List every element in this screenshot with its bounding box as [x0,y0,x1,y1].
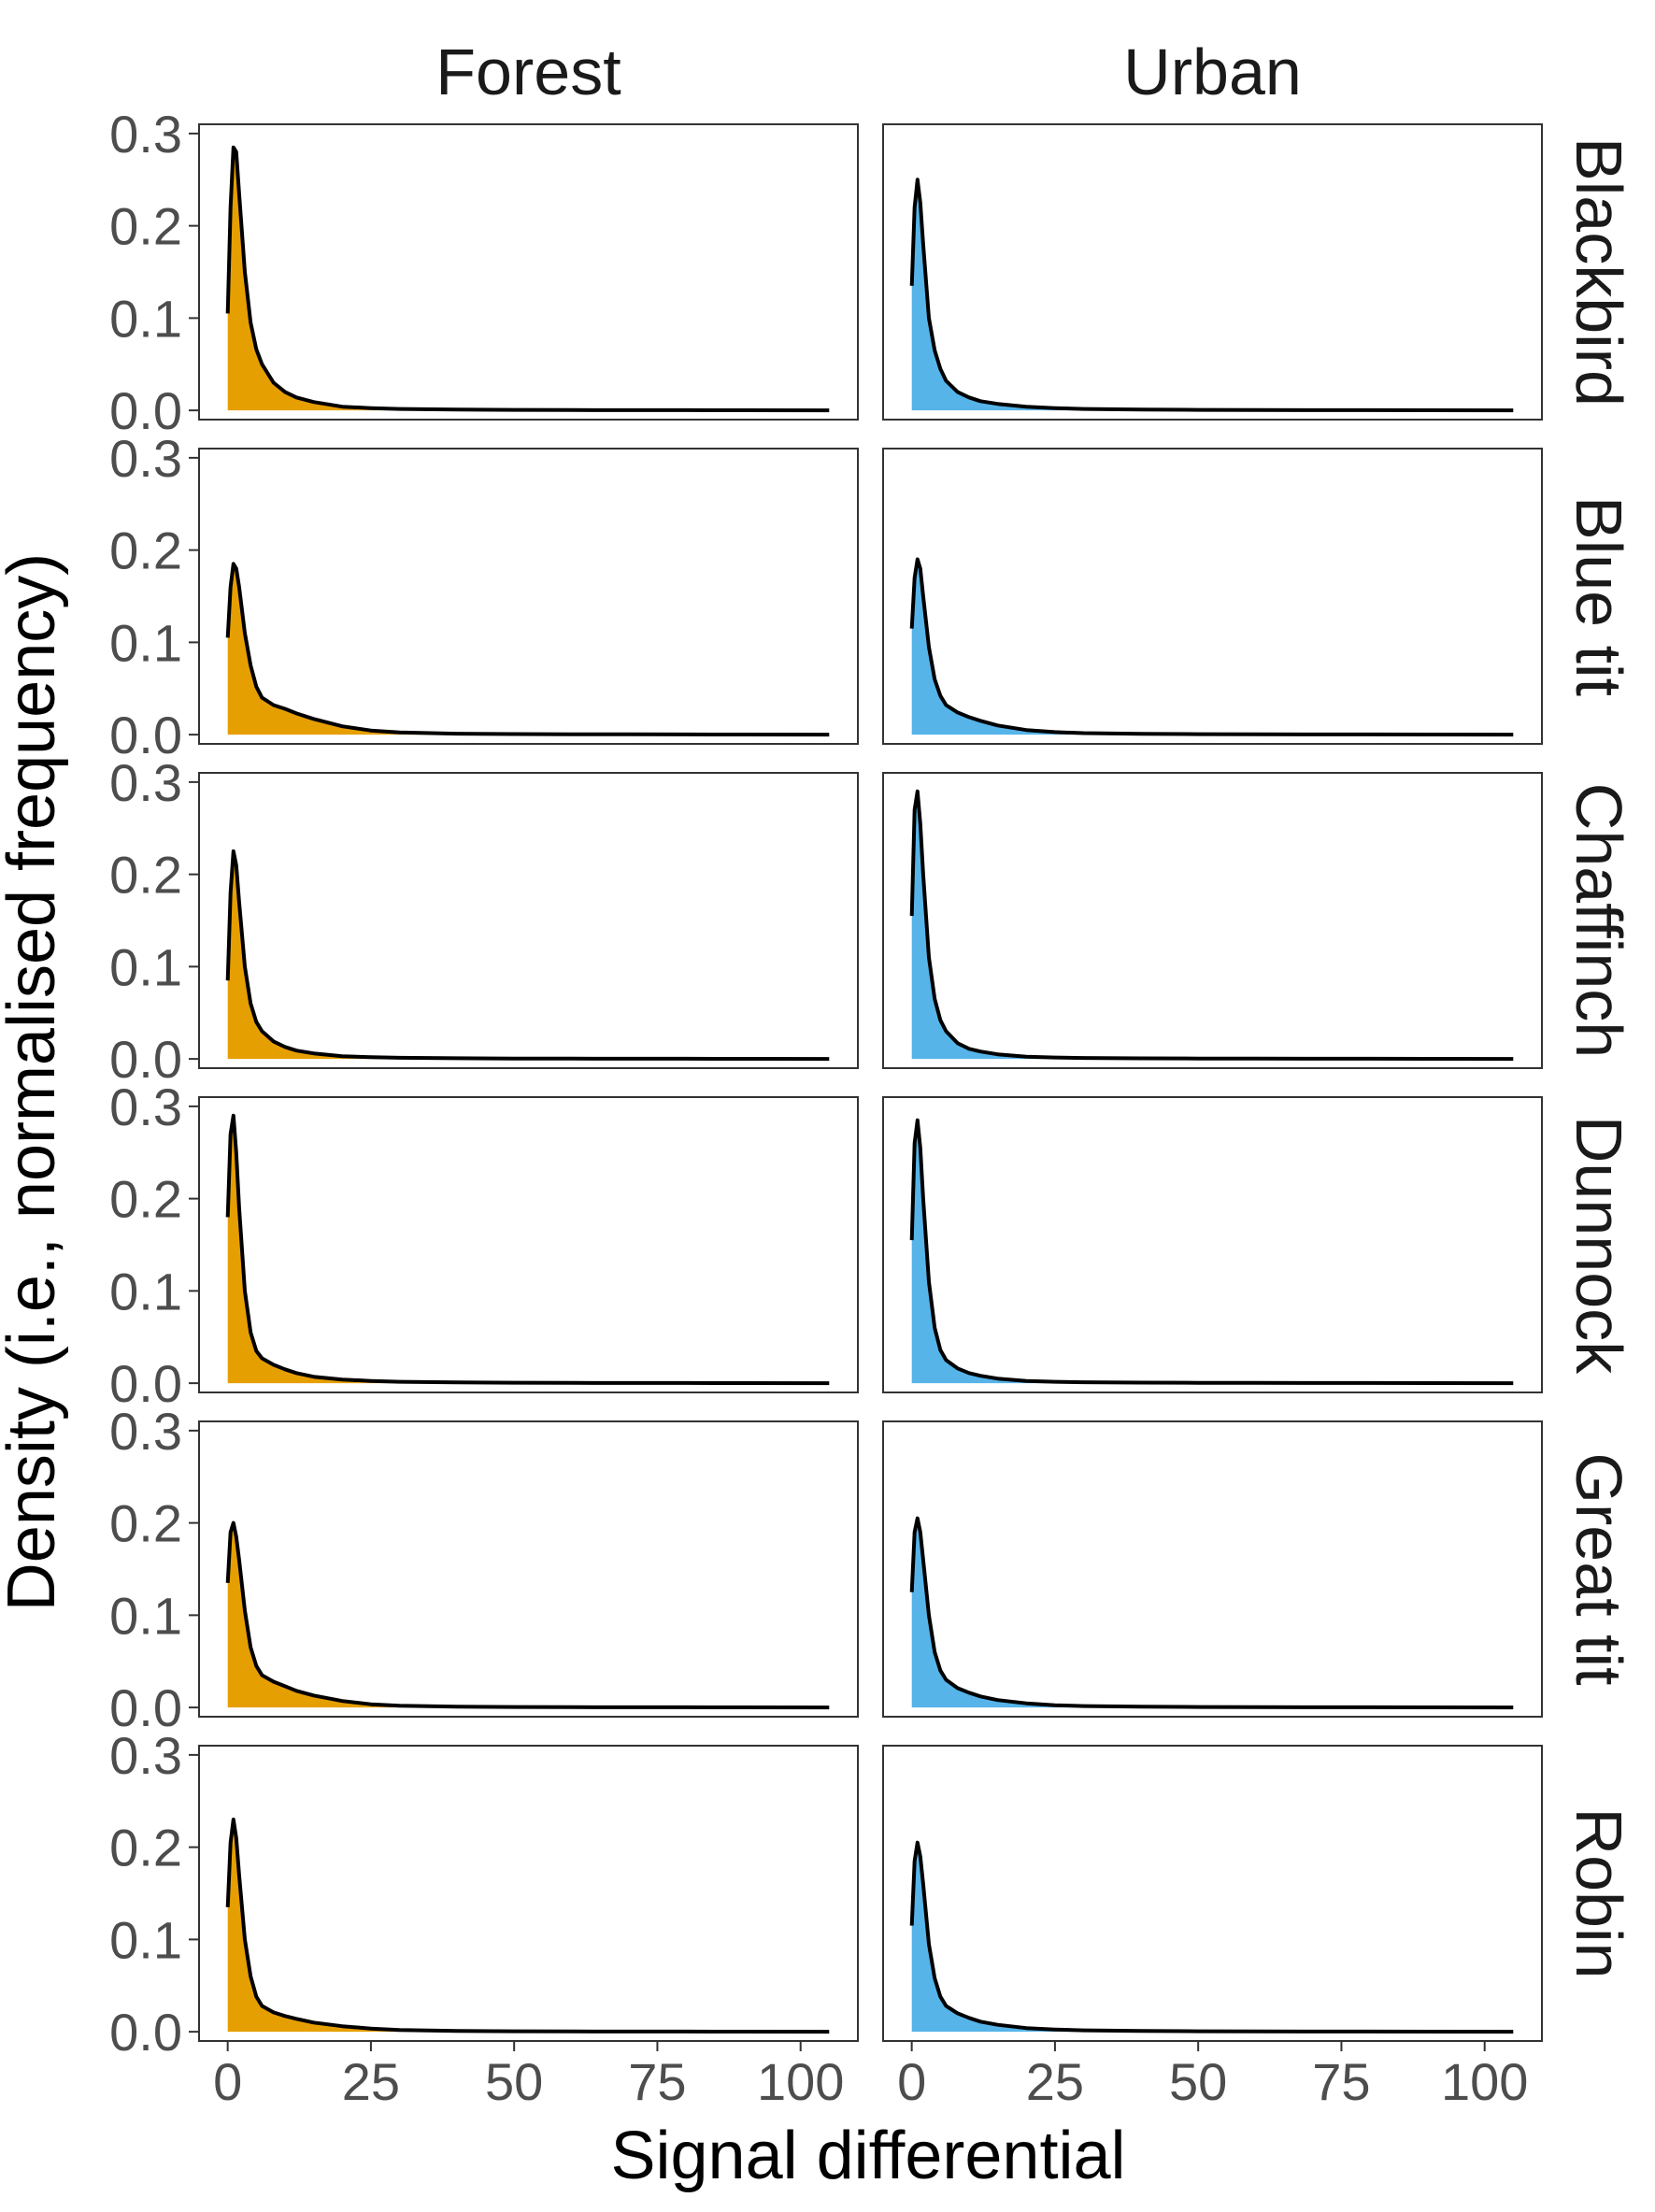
y-tick-label-robin-1: 0.1 [109,1910,182,1969]
x-tick-label-urban-4: 100 [1441,2052,1528,2111]
y-tick-label-chaffinch-3: 0.3 [109,753,182,812]
y-tick-label-blackbird-0: 0.0 [109,381,182,440]
y-tick-label-robin-0: 0.0 [109,2003,182,2062]
y-tick-label-great-tit-1: 0.1 [109,1586,182,1645]
panel-border-blue-tit-urban [882,448,1543,745]
density-line-blackbird-forest [225,145,830,413]
x-tick-label-forest-0: 0 [213,2052,242,2111]
facet-row-label-chaffinch: Chaffinch [1562,783,1635,1058]
y-tick-label-robin-3: 0.3 [109,1726,182,1785]
y-tick-label-blackbird-3: 0.3 [109,105,182,164]
y-tick-label-dunnock-3: 0.3 [109,1077,182,1136]
panel-border-chaffinch-forest [198,772,859,1069]
y-tick-label-great-tit-2: 0.2 [109,1494,182,1553]
panel-border-great-tit-forest [198,1420,859,1718]
y-tick-label-blue-tit-3: 0.3 [109,429,182,488]
density-line-great-tit-forest [225,1520,830,1710]
y-tick-label-robin-2: 0.2 [109,1819,182,1877]
density-line-robin-forest [225,1818,830,2034]
density-line-robin-urban [909,1840,1514,2034]
x-tick-label-urban-2: 50 [1169,2052,1227,2111]
x-axis-title: Signal differential [610,2119,1125,2193]
y-axis-title: Density (i.e., normalised frequency) [0,553,69,1611]
x-tick-label-urban-1: 25 [1026,2052,1084,2111]
panel-border-blackbird-forest [198,123,859,421]
density-line-dunnock-forest [225,1113,830,1386]
density-line-dunnock-urban [909,1118,1514,1386]
panel-border-robin-forest [198,1745,859,2042]
x-tick-label-urban-0: 0 [897,2052,926,2111]
y-tick-label-blue-tit-2: 0.2 [109,521,182,580]
panel-border-dunnock-forest [198,1096,859,1393]
density-line-chaffinch-forest [225,849,830,1062]
y-tick-label-dunnock-0: 0.0 [109,1354,182,1413]
y-tick-label-blue-tit-1: 0.1 [109,613,182,672]
y-tick-label-chaffinch-0: 0.0 [109,1030,182,1089]
density-line-blue-tit-urban [909,557,1514,737]
panel-border-dunnock-urban [882,1096,1543,1393]
panel-border-blue-tit-forest [198,448,859,745]
y-tick-label-blackbird-2: 0.2 [109,197,182,256]
facet-row-label-blue-tit: Blue tit [1562,496,1635,696]
x-tick-label-forest-3: 75 [628,2052,686,2111]
facet-row-label-great-tit: Great tit [1562,1453,1635,1686]
y-tick-label-blackbird-1: 0.1 [109,289,182,348]
y-tick-label-dunnock-2: 0.2 [109,1170,182,1229]
y-tick-label-great-tit-3: 0.3 [109,1402,182,1461]
panel-border-great-tit-urban [882,1420,1543,1718]
density-line-great-tit-urban [909,1516,1514,1710]
x-tick-label-forest-4: 100 [757,2052,844,2111]
facet-row-label-robin: Robin [1562,1808,1635,1979]
density-area-blue-tit-forest [227,564,830,735]
facet-row-label-blackbird: Blackbird [1562,137,1635,407]
density-line-blackbird-urban [909,178,1514,413]
chart-marks: 0.0 0.1 0.2 0.3 Blackbird 0.0 0.1 0.2 0.3 Blue ti… [109,36,1635,2111]
x-tick-label-urban-3: 75 [1312,2052,1370,2111]
facet-col-label-urban: Urban [1123,36,1302,108]
facet-row-label-dunnock: Dunnock [1562,1116,1635,1375]
y-tick-label-chaffinch-1: 0.1 [109,937,182,996]
x-tick-label-forest-1: 25 [342,2052,400,2111]
panel-border-blackbird-urban [882,123,1543,421]
y-tick-label-great-tit-0: 0.0 [109,1678,182,1737]
facet-col-label-forest: Forest [435,36,621,108]
panel-border-chaffinch-urban [882,772,1543,1069]
y-tick-label-chaffinch-2: 0.2 [109,846,182,905]
x-tick-label-forest-2: 50 [485,2052,543,2111]
panel-border-robin-urban [882,1745,1543,2042]
density-line-blue-tit-forest [225,562,830,737]
density-line-chaffinch-urban [909,789,1514,1062]
y-tick-label-dunnock-1: 0.1 [109,1262,182,1320]
y-tick-label-blue-tit-0: 0.0 [109,706,182,764]
